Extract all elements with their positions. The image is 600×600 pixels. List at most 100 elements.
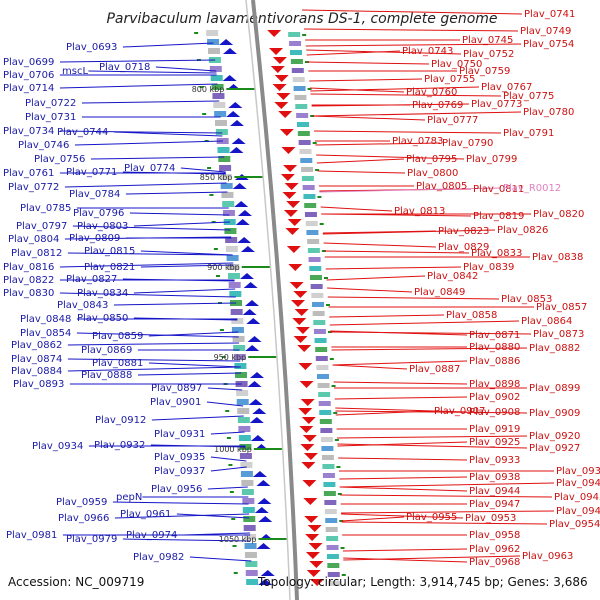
annotation-block-right (307, 248, 320, 253)
right-gene-label: Plav_0968 (469, 557, 520, 568)
left-leader-line (67, 342, 240, 346)
right-feature-arrow (286, 201, 301, 208)
track-tick (321, 250, 326, 252)
left-gene-label: Plav_0797 (16, 221, 67, 232)
right-leader-line (341, 521, 548, 525)
annotation-block-right (322, 473, 335, 478)
right-leader-line (320, 206, 393, 212)
right-leader-line (331, 347, 528, 351)
right-gene-label: Plav_0947 (469, 499, 520, 510)
left-gene-label: Plav_0937 (154, 466, 205, 477)
left-gene-label: Plav_0932 (94, 440, 145, 451)
right-feature-arrow (281, 147, 296, 154)
right-leader-line (335, 407, 468, 413)
left-gene-label: Plav_0714 (3, 83, 54, 94)
right-strand-labels: Plav_0741 Plav_0749 Plav_0745 Plav_0754 Plav… (392, 9, 600, 568)
annotation-block-left (245, 561, 258, 567)
left-gene-label: Plav_0959 (56, 497, 107, 508)
annotation-block-right (304, 212, 317, 217)
annotation-block-right (326, 545, 339, 550)
kbp-label: 800 kbp (192, 85, 225, 94)
right-feature-arrow (278, 111, 293, 118)
left-gene-label: Plav_0816 (3, 262, 54, 273)
left-gene-label: Plav_0784 (69, 189, 120, 200)
annotation-block-right (304, 203, 317, 208)
left-leader-line (122, 278, 235, 282)
right-feature-arrow (307, 525, 322, 532)
left-leader-line (72, 225, 231, 231)
right-leader-line (337, 441, 468, 447)
left-feature-arrow (247, 336, 262, 342)
annotation-block-left (244, 543, 257, 549)
left-leader-line (133, 221, 230, 227)
left-gene-label: Plav_0718 (99, 62, 150, 73)
left-gene-label: Plav_0756 (34, 154, 85, 165)
annotation-block-right (289, 41, 302, 46)
annotation-block-left (242, 507, 255, 513)
left-gene-label: Plav_0774 (124, 163, 175, 174)
left-gene-label: Plav_0893 (13, 379, 64, 390)
annotation-block-right (318, 401, 331, 406)
annotation-block-right (321, 455, 334, 460)
left-leader-line (210, 466, 247, 472)
right-feature-arrow (302, 480, 317, 487)
annotation-block-left (218, 156, 231, 162)
left-gene-label: Plav_0897 (151, 383, 202, 394)
track-tick (209, 194, 214, 196)
left-gene-label: Plav_0734 (3, 126, 54, 137)
right-gene-label: Plav_0749 (520, 26, 571, 37)
left-gene-label: Plav_0804 (8, 234, 59, 245)
annotation-block-left (210, 75, 223, 81)
right-gene-label: Plav_0820 (533, 209, 584, 220)
right-gene-label: Plav_0963 (522, 551, 573, 562)
track-tick (199, 86, 204, 88)
right-leader-line (329, 320, 520, 326)
left-leader-line (137, 372, 242, 376)
left-gene-label: Plav_0934 (32, 441, 83, 452)
right-gene-label: Plav_0882 (529, 343, 580, 354)
left-feature-arrow (256, 543, 271, 549)
right-leader-line (340, 494, 553, 498)
left-leader-line (113, 302, 237, 306)
left-leader-line (207, 486, 248, 490)
annotation-block-right (300, 158, 313, 163)
annotation-block-left (234, 372, 247, 378)
right-leader-line (312, 111, 522, 117)
left-leader-line (90, 156, 225, 160)
right-feature-arrow (283, 210, 298, 217)
left-feature-arrow (234, 201, 249, 207)
annotation-block-left (230, 309, 243, 315)
right-gene-label: Plav_0755 (424, 74, 475, 85)
track-tick (315, 169, 320, 171)
right-feature-arrow (302, 435, 317, 442)
kbp-label: 1000 kbp (214, 445, 252, 454)
right-gene-label: Plav_0752 (463, 49, 514, 60)
track-tick (225, 410, 230, 412)
annotation-block-right (315, 347, 328, 352)
annotation-block-right (297, 131, 310, 136)
left-feature-arrow (256, 480, 271, 486)
left-feature-arrow (249, 417, 264, 423)
right-leader-line (332, 364, 408, 370)
right-feature-arrow (276, 93, 291, 100)
right-feature-arrow (279, 129, 294, 136)
right-leader-line (341, 516, 405, 522)
left-gene-label: Plav_0830 (3, 288, 54, 299)
left-gene-label: Plav_0746 (18, 140, 69, 151)
right-feature-arrow (272, 84, 287, 91)
left-feature-arrow (239, 273, 254, 279)
right-gene-label: Plav_0899 (529, 383, 580, 394)
right-gene-label: Plav_0873 (533, 329, 584, 340)
left-gene-label: Plav_0862 (11, 340, 62, 351)
right-feature-arrow (300, 444, 315, 451)
right-feature-arrow (305, 552, 320, 559)
track-tick (202, 113, 207, 115)
kbp-label: 850 kbp (200, 173, 233, 182)
right-gene-label: Plav_0853 (501, 294, 552, 305)
right-leader-line (305, 43, 522, 47)
track-tick (226, 437, 231, 439)
left-feature-arrow (230, 120, 244, 126)
left-leader-line (207, 387, 243, 391)
left-feature-arrow (245, 345, 260, 351)
right-leader-line (319, 187, 502, 193)
